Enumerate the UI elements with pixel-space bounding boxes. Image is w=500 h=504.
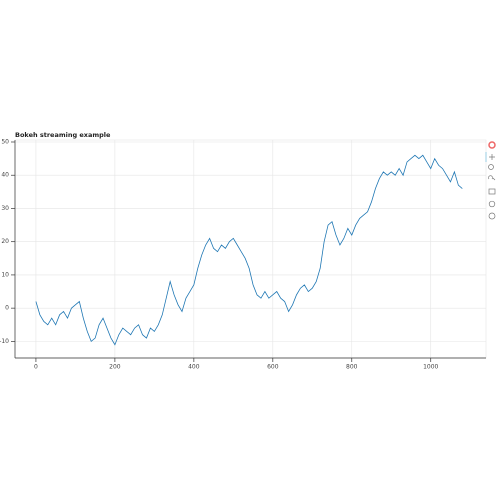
zoom-tool[interactable] [488, 164, 494, 170]
x-tick-label: 400 [188, 364, 200, 371]
help-tool[interactable] [488, 212, 496, 220]
wheel-zoom-tool[interactable] [488, 175, 496, 181]
x-tick-label: 200 [109, 364, 121, 371]
x-tick-label: 1000 [423, 364, 438, 371]
bokeh-logo[interactable] [488, 141, 496, 149]
y-tick-label: 10 [1, 271, 9, 278]
x-tick-label: 600 [267, 364, 279, 371]
y-tick-label: 50 [1, 138, 9, 145]
save-tool[interactable] [488, 188, 496, 195]
toolbar [485, 141, 496, 220]
chart-title: Bokeh streaming example [15, 131, 111, 139]
data-line [35, 154, 463, 346]
reset-tool[interactable] [488, 200, 496, 208]
y-tick-label: -10 [0, 338, 9, 345]
y-tick-label: 0 [5, 305, 9, 312]
y-tick-label: 30 [1, 205, 9, 212]
y-tick-label: 20 [1, 238, 9, 245]
x-tick-label: 800 [346, 364, 358, 371]
y-tick-label: 40 [1, 172, 9, 179]
x-tick-label: 0 [34, 364, 38, 371]
pan-tool[interactable] [489, 154, 495, 160]
